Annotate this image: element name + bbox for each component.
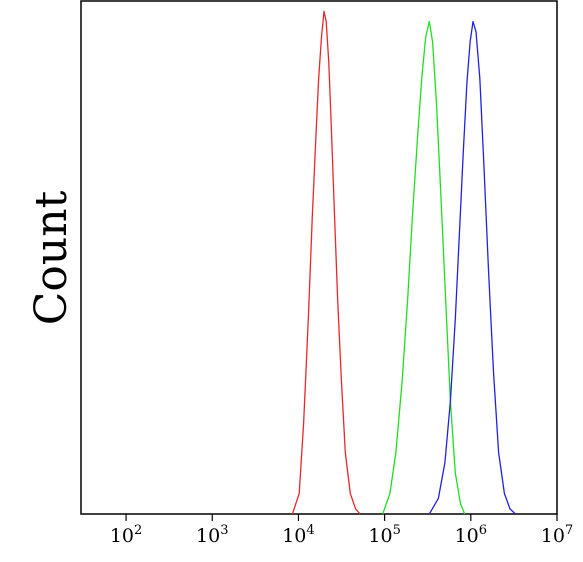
x-tick-label: 106: [455, 523, 487, 547]
histogram-series-1: [291, 10, 361, 515]
x-tick-label: 105: [368, 523, 400, 547]
x-tick-label: 107: [541, 523, 573, 547]
x-tick-label: 104: [282, 523, 314, 547]
x-tick-label: 102: [110, 523, 142, 547]
x-axis: 102 103 104 105 106 107: [110, 514, 573, 547]
histogram-series-2: [382, 20, 466, 515]
y-axis-label: Count: [26, 190, 77, 325]
plot-area-frame: [80, 0, 558, 515]
histogram-series-3: [428, 20, 516, 515]
series-layer: [291, 10, 516, 515]
x-tick-label: 103: [196, 523, 228, 547]
